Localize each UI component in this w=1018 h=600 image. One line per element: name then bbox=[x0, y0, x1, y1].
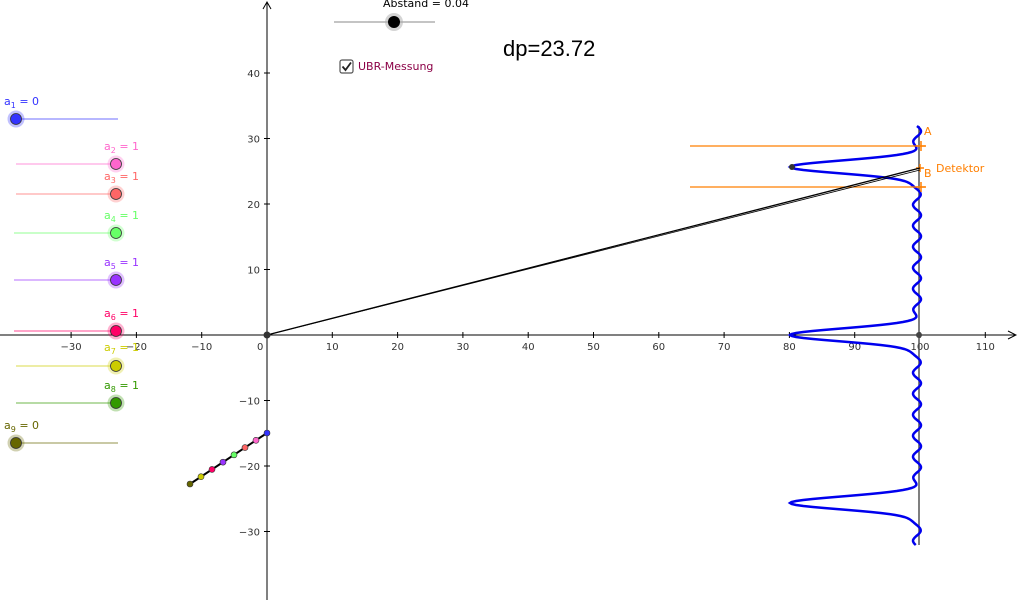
point-a-marker[interactable] bbox=[916, 141, 926, 151]
slider-knob[interactable] bbox=[110, 188, 122, 200]
slider-label: a4 = 1 bbox=[104, 209, 139, 224]
slider-label: a6 = 1 bbox=[104, 307, 139, 322]
slider-a1[interactable]: a1 = 0 bbox=[4, 95, 118, 128]
slider-label: a1 = 0 bbox=[4, 95, 39, 110]
slider-a3[interactable]: a3 = 1 bbox=[16, 170, 139, 203]
y-tick-label: −10 bbox=[239, 397, 260, 408]
slider-label: a5 = 1 bbox=[104, 256, 139, 271]
y-tick-label: −30 bbox=[239, 528, 260, 539]
x-tick-label: 50 bbox=[587, 342, 600, 353]
slider-knob[interactable] bbox=[110, 397, 122, 409]
x-tick-label: 0 bbox=[257, 342, 263, 353]
source-point[interactable] bbox=[789, 164, 795, 170]
source-point-8[interactable] bbox=[197, 473, 205, 481]
checkmark-icon bbox=[341, 61, 352, 72]
x-tick-label: 100 bbox=[910, 342, 929, 353]
y-tick-label: −20 bbox=[239, 462, 260, 473]
slider-a9[interactable]: a9 = 0 bbox=[4, 419, 118, 452]
slider-knob[interactable] bbox=[110, 227, 122, 239]
slider-knob[interactable] bbox=[110, 360, 122, 372]
slider-a4[interactable]: a4 = 1 bbox=[14, 209, 139, 242]
y-tick-label: 10 bbox=[247, 266, 260, 277]
slider-knob[interactable] bbox=[110, 325, 122, 337]
x-tick-label: 80 bbox=[783, 342, 796, 353]
x-axis-ticks: −30 −20 −10 0 10 20 30 40 50 60 70 80 90 100 110 bbox=[61, 332, 995, 353]
slider-knob[interactable] bbox=[10, 437, 22, 449]
detector-label: Detektor bbox=[936, 162, 985, 175]
abstand-label: Abstand = 0.04 bbox=[383, 0, 469, 10]
y-tick-label: 20 bbox=[247, 200, 260, 211]
slider-knob[interactable] bbox=[110, 274, 122, 286]
x-tick-label: 20 bbox=[391, 342, 404, 353]
x-tick-label: −20 bbox=[126, 342, 147, 353]
x-tick-label: 30 bbox=[457, 342, 470, 353]
slider-label: a9 = 0 bbox=[4, 419, 39, 434]
y-axis-arrow bbox=[262, 0, 272, 10]
source-point-3[interactable] bbox=[252, 436, 260, 444]
x-tick-label: −30 bbox=[61, 342, 82, 353]
dp-value-text: dp=23.72 bbox=[503, 36, 595, 61]
source-point-5[interactable] bbox=[230, 451, 238, 459]
slider-a8[interactable]: a8 = 1 bbox=[16, 379, 139, 412]
y-tick-label: 40 bbox=[247, 69, 260, 80]
x-tick-label: 10 bbox=[326, 342, 339, 353]
slider-label: a2 = 1 bbox=[104, 140, 139, 155]
y-tick-label: 30 bbox=[247, 135, 260, 146]
x-tick-label: 60 bbox=[652, 342, 665, 353]
x-tick-label: 40 bbox=[522, 342, 535, 353]
slider-label: a8 = 1 bbox=[104, 379, 139, 394]
slider-label: a3 = 1 bbox=[104, 170, 139, 185]
slider-a6[interactable]: a6 = 1 bbox=[14, 307, 139, 340]
origin-point[interactable] bbox=[263, 331, 271, 339]
source-array-points bbox=[186, 429, 271, 488]
point-a-label: A bbox=[924, 125, 932, 138]
slider-a2[interactable]: a2 = 1 bbox=[16, 140, 139, 173]
x-axis-arrow bbox=[1007, 330, 1018, 340]
ray-line-2 bbox=[266, 169, 921, 336]
slider-a7[interactable]: a7 = 1 bbox=[16, 341, 139, 375]
detector-base-point[interactable] bbox=[916, 332, 922, 338]
slider-knob[interactable] bbox=[110, 158, 122, 170]
intensity-curve bbox=[787, 125, 923, 546]
source-point-7[interactable] bbox=[208, 466, 216, 473]
source-point-4[interactable] bbox=[241, 444, 249, 451]
source-point-9[interactable] bbox=[186, 480, 194, 488]
amplitude-sliders: a1 = 0 a2 = 1 a3 = 1 a4 = 1 a5 = 1 a6 = 1 a7 =… bbox=[4, 95, 139, 452]
x-tick-label: 90 bbox=[848, 342, 861, 353]
y-axis-ticks: 40 30 20 10 −10 −20 −30 bbox=[239, 69, 270, 539]
slider-knob[interactable] bbox=[10, 113, 22, 125]
x-tick-label: 70 bbox=[718, 342, 731, 353]
slider-a5[interactable]: a5 = 1 bbox=[14, 256, 139, 289]
point-b-label: B bbox=[924, 167, 932, 180]
slider-label: a7 = 1 bbox=[104, 341, 139, 356]
ubr-checkbox[interactable] bbox=[339, 59, 354, 74]
abstand-slider-knob[interactable] bbox=[388, 16, 400, 28]
source-point-2[interactable] bbox=[263, 429, 271, 437]
source-point-6[interactable] bbox=[219, 458, 227, 466]
x-tick-label: −10 bbox=[191, 342, 212, 353]
point-b-marker[interactable] bbox=[916, 182, 926, 192]
ubr-checkbox-label: UBR-Messung bbox=[358, 60, 433, 73]
x-tick-label: 110 bbox=[976, 342, 995, 353]
